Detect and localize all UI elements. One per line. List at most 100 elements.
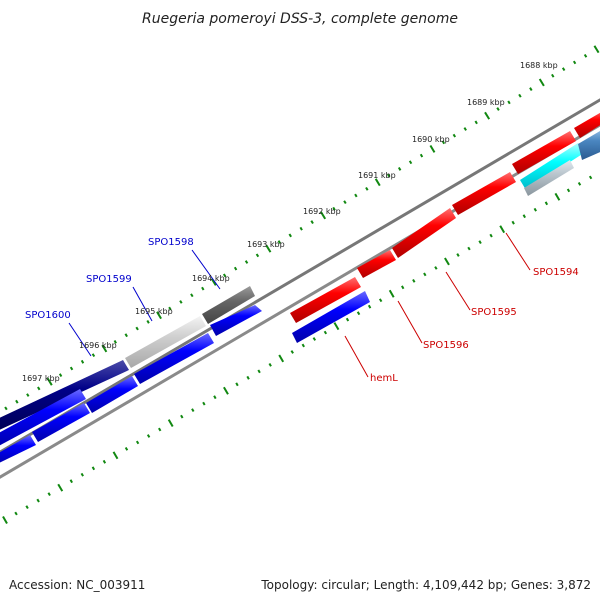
ruler-tick xyxy=(25,505,29,509)
ruler-tick xyxy=(354,193,358,198)
ruler-tick xyxy=(15,399,19,404)
ruler-label-1696: 1696 kbp xyxy=(79,341,117,350)
gene-arrow-spo1594-c[interactable] xyxy=(512,131,576,174)
gene-label-spo1599[interactable]: SPO1599 xyxy=(86,274,132,285)
gene-arrow-outer-low-a[interactable] xyxy=(0,435,36,465)
gene-arrow-outer-mid-a[interactable] xyxy=(86,376,138,413)
ruler-tick xyxy=(278,354,285,363)
gene-arrow-spo1596[interactable] xyxy=(357,250,396,278)
ruler-tick xyxy=(499,225,506,234)
ruler-tick xyxy=(146,434,151,438)
gene-label-spo1595[interactable]: SPO1595 xyxy=(471,307,517,318)
ruler-tick xyxy=(572,60,577,65)
gene-label-spo1600[interactable]: SPO1600 xyxy=(25,310,71,321)
gene-arrow-spo1594-b[interactable] xyxy=(574,110,600,138)
ruler-tick xyxy=(46,377,53,386)
ruler-tick xyxy=(101,344,108,353)
ruler-tick xyxy=(57,483,64,492)
ruler-tick xyxy=(561,67,566,72)
ruler-tick xyxy=(235,382,239,387)
gene-arrow-outer-mid-b[interactable] xyxy=(134,333,214,384)
ruler-tick xyxy=(223,386,229,395)
ruler-tick xyxy=(484,111,491,120)
connector-spo1599 xyxy=(132,286,153,322)
ruler-tick xyxy=(434,266,438,270)
inner-tick-ring xyxy=(2,170,600,524)
gene-label-spo1596[interactable]: SPO1596 xyxy=(423,340,469,351)
gene-arrow-spo1594-a[interactable] xyxy=(520,143,584,190)
gene-arrow-spo1599[interactable] xyxy=(125,316,206,368)
ruler-tick xyxy=(533,207,537,212)
ruler-label-1688: 1688 kbp xyxy=(520,61,558,70)
ruler-label-1690: 1690 kbp xyxy=(412,135,450,144)
ruler-tick xyxy=(387,173,391,178)
ruler-tick xyxy=(268,363,272,367)
ruler-tick xyxy=(69,479,73,484)
gene-arrow-outer-left[interactable] xyxy=(0,389,86,448)
ruler-tick xyxy=(551,73,555,78)
ruler-tick xyxy=(246,375,250,380)
connector-heml xyxy=(344,335,369,378)
ruler-label-1693: 1693 kbp xyxy=(247,240,285,249)
ruler-tick xyxy=(135,440,140,445)
ruler-tick xyxy=(345,317,350,322)
ruler-tick xyxy=(367,304,372,309)
connector-spo1598 xyxy=(191,249,221,290)
ruler-tick xyxy=(112,451,119,460)
ruler-tick xyxy=(167,419,174,428)
ruler-tick xyxy=(507,100,511,105)
ruler-tick xyxy=(233,266,238,271)
ruler-label-1697: 1697 kbp xyxy=(22,374,60,383)
ruler-tick xyxy=(301,343,305,348)
ruler-tick xyxy=(213,395,217,400)
gene-arrow-spo1594-e[interactable] xyxy=(524,160,574,196)
ruler-tick xyxy=(378,298,383,303)
ruler-tick xyxy=(91,466,96,471)
gene-arrow-spo1598[interactable] xyxy=(202,286,255,324)
ruler-tick xyxy=(419,153,424,158)
ruler-label-1695: 1695 kbp xyxy=(135,307,173,316)
ruler-tick xyxy=(146,319,150,324)
ruler-tick xyxy=(69,366,74,371)
ruler-tick xyxy=(255,253,260,258)
ruler-tick xyxy=(58,373,63,377)
gene-arrow-heml[interactable] xyxy=(292,291,370,343)
connector-spo1595 xyxy=(445,271,471,311)
ruler-tick xyxy=(538,78,545,87)
ruler-tick xyxy=(288,233,292,238)
gene-label-spo1598[interactable]: SPO1598 xyxy=(148,237,194,248)
ruler-tick xyxy=(441,140,446,145)
ruler-tick xyxy=(124,333,128,338)
ruler-tick xyxy=(290,350,294,354)
ruler-tick xyxy=(577,182,582,186)
ruler-tick xyxy=(102,459,107,464)
ruler-tick xyxy=(156,311,162,320)
ruler-tick xyxy=(320,211,327,220)
ruler-tick xyxy=(14,511,18,516)
ruler-tick xyxy=(299,226,303,231)
gene-arrow-spo1595-a[interactable] xyxy=(452,172,516,215)
gene-arrow-outer-low-b[interactable] xyxy=(32,403,90,442)
gene-arrow-spo1600[interactable] xyxy=(0,360,129,432)
ruler-label-1691: 1691 kbp xyxy=(358,171,396,180)
ruler-tick xyxy=(26,393,30,397)
gene-arrow-spo1595-b[interactable] xyxy=(392,208,456,258)
accession-text: Accession: NC_003911 xyxy=(9,578,146,592)
ruler-tick xyxy=(463,127,467,131)
gene-arrow-spo1594-d[interactable] xyxy=(578,128,600,160)
gene-label-spo1594[interactable]: SPO1594 xyxy=(533,267,579,278)
ruler-tick xyxy=(456,253,460,257)
ruler-tick xyxy=(180,414,184,419)
ruler-tick xyxy=(429,144,436,153)
gene-arrow-outer-mid-c[interactable] xyxy=(210,305,262,336)
ruler-tick xyxy=(489,233,493,238)
gene-arrow-heml-red[interactable] xyxy=(290,277,361,323)
ruler-tick xyxy=(388,289,395,298)
ruler-tick xyxy=(257,369,261,374)
ruler-tick xyxy=(522,214,526,219)
ruler-tick xyxy=(408,160,413,165)
ruler-tick xyxy=(412,278,416,283)
gene-label-heml[interactable]: hemL xyxy=(370,373,398,384)
ruler-tick xyxy=(397,166,402,171)
